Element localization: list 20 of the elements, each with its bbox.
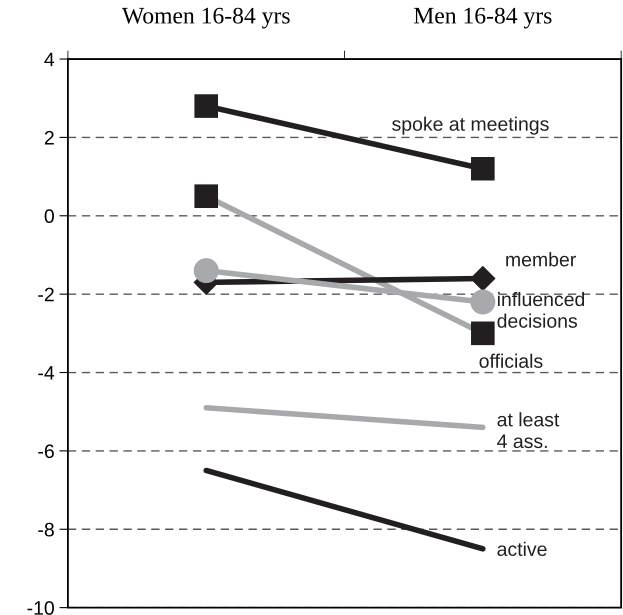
y-tick-label: -6 — [38, 444, 54, 458]
series-label: officials — [479, 354, 542, 368]
y-tick-label: -2 — [38, 288, 54, 302]
point — [194, 258, 219, 284]
series-label: spoke at meetings — [392, 116, 549, 135]
point — [471, 156, 495, 181]
y-tick-label: -8 — [38, 522, 54, 536]
series-label: influenced decisions — [497, 292, 584, 328]
y-tick-label: -4 — [38, 366, 54, 380]
y-tick-label: 2 — [44, 130, 54, 144]
y-tick-label: 0 — [44, 209, 54, 224]
x-tick-label: Men 16-84 yrs — [414, 8, 552, 28]
series-label: at least 4 ass. — [497, 412, 560, 448]
series-label: member — [506, 252, 576, 266]
y-tick-label: 4 — [44, 52, 54, 66]
point — [470, 289, 496, 314]
x-tick-label: Women 16-84 yrs — [122, 8, 290, 28]
y-tick-label: -10 — [27, 601, 54, 615]
series-label: active — [497, 542, 547, 556]
point — [194, 94, 218, 118]
